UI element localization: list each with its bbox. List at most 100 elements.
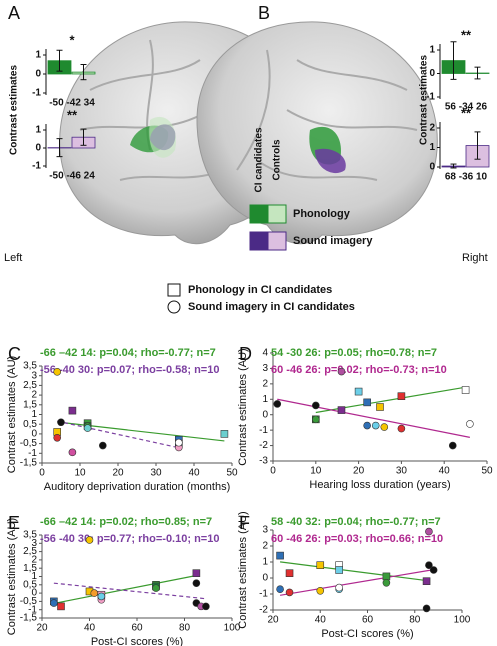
y-tick-label: 1	[31, 571, 37, 582]
data-point	[285, 588, 294, 597]
y-tick-label: 1,5	[23, 399, 37, 410]
data-point	[316, 561, 325, 570]
x-tick-label: 30	[396, 466, 408, 477]
data-point	[175, 438, 183, 447]
coordinates: 68 -36 10	[445, 172, 488, 183]
x-tick-label: 80	[179, 623, 191, 634]
data-point	[425, 527, 433, 536]
data-point	[466, 420, 474, 428]
fit-line	[53, 582, 206, 600]
x-tick-label: 40	[439, 466, 451, 477]
panel-letter: A	[8, 3, 20, 23]
y-tick-label: 3	[31, 370, 37, 381]
x-tick-label: 20	[353, 466, 365, 477]
panel-letter: D	[239, 344, 252, 364]
fit-line	[279, 569, 434, 596]
fit-line	[277, 398, 470, 438]
data-point	[53, 368, 62, 376]
y-tick-label: 0	[262, 409, 268, 420]
x-tick-label: 0	[270, 466, 276, 477]
data-point	[311, 401, 320, 410]
data-point	[448, 441, 457, 450]
data-point	[276, 585, 284, 594]
y-tick-label: 3	[262, 525, 268, 536]
x-tick-label: 100	[224, 623, 241, 634]
y-tick-label: 0,5	[23, 579, 37, 590]
data-point	[57, 602, 65, 611]
x-tick-label: 40	[188, 468, 200, 479]
x-tick-label: 20	[36, 623, 48, 634]
x-tick-label: 0	[39, 468, 45, 479]
x-tick-label: 20	[267, 615, 279, 626]
data-point	[337, 367, 346, 376]
annotation: **	[461, 105, 472, 120]
legend-swatch	[249, 231, 269, 251]
y-tick-label: 1	[262, 557, 268, 568]
data-point	[53, 433, 62, 442]
data-point	[316, 586, 325, 595]
y-tick-label: 0	[35, 143, 41, 154]
y-tick-label: 3,5	[23, 530, 37, 541]
x-tick-label: 40	[315, 615, 327, 626]
data-point	[97, 592, 106, 601]
content: CI candidates Controls Phonology Sound imag…	[4, 3, 493, 646]
data-point	[68, 406, 77, 415]
annotation: **	[67, 107, 78, 122]
y-tick-label: 0	[429, 162, 435, 173]
series-label: 60 -46 26: p=0.02; rho=-0.73; n=10	[271, 364, 447, 376]
data-point	[285, 569, 294, 578]
y-tick-label: 0	[31, 588, 37, 599]
legend-column: CI candidates	[254, 127, 265, 192]
x-tick-label: 60	[362, 615, 374, 626]
y-axis-label: Contrast estimates (AU)	[237, 348, 249, 465]
series-label: 58 -40 32: p=0.04; rho=-0.77; n=7	[271, 516, 441, 528]
y-tick-label: 4	[262, 348, 268, 359]
data-point	[422, 604, 431, 613]
y-tick-label: 2	[429, 123, 435, 134]
coordinates: -50 -46 24	[49, 171, 95, 182]
y-axis-label: Contrast estimates (AU)	[237, 511, 249, 628]
y-tick-label: -1,5	[20, 458, 38, 469]
data-point	[461, 386, 470, 394]
y-axis-label: Contrast estimates (AU)	[6, 356, 18, 473]
y-tick-label: -1	[259, 589, 268, 600]
y-tick-label: -2	[259, 605, 268, 616]
y-tick-label: 1	[262, 394, 268, 405]
legend-swatch	[267, 231, 287, 251]
x-axis-label: Post-CI scores (%)	[321, 628, 413, 640]
y-tick-label: 2	[31, 555, 37, 566]
data-point	[363, 421, 371, 430]
panel-letter: F	[239, 513, 250, 533]
data-point	[220, 430, 229, 438]
data-point	[99, 441, 107, 450]
y-tick-label: 2	[31, 390, 37, 401]
data-point	[337, 406, 346, 414]
legend-swatch	[267, 204, 287, 224]
x-tick-label: 40	[84, 623, 96, 634]
data-point	[85, 536, 94, 544]
data-point	[57, 418, 65, 427]
y-tick-label: 2	[262, 541, 268, 552]
data-point	[429, 566, 438, 574]
x-tick-label: 10	[74, 468, 86, 479]
y-tick-label: -0,5	[20, 438, 38, 449]
data-point	[382, 578, 391, 587]
series-label: -56 -40 30: p=0.77; rho=-0.10; n=10	[40, 533, 219, 545]
x-tick-label: 80	[409, 615, 421, 626]
y-tick-label: -1	[32, 88, 41, 99]
data-point	[50, 599, 58, 607]
data-point	[192, 569, 201, 577]
panel-letter: C	[8, 344, 21, 364]
x-tick-label: 100	[454, 615, 471, 626]
x-axis-label: Auditory deprivation duration (months)	[44, 481, 230, 493]
y-tick-label: -1	[28, 448, 37, 459]
y-tick-label: 0,5	[23, 419, 37, 430]
y-tick-label: 1,5	[23, 563, 37, 574]
data-point	[90, 589, 99, 597]
legend-swatch	[249, 204, 269, 224]
panel-letter: E	[8, 513, 20, 533]
y-tick-label: 1	[429, 142, 435, 153]
y-tick-label: 3,5	[23, 361, 37, 372]
x-tick-label: 50	[481, 466, 493, 477]
y-tick-label: 2,5	[23, 380, 37, 391]
